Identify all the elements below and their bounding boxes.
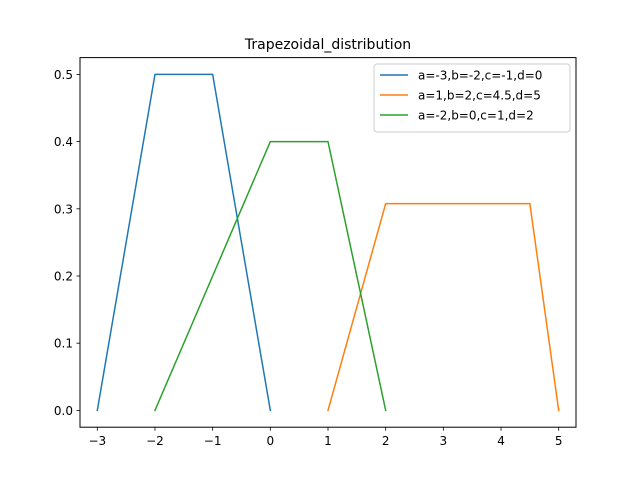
y-tick-label: 0.0 (54, 404, 73, 418)
legend-label-1: a=1,b=2,c=4.5,d=5 (418, 89, 541, 103)
series-layer (96, 73, 560, 412)
chart-title: Trapezoidal_distribution (244, 37, 411, 53)
legend-box (373, 63, 571, 133)
y-tick-label: 0.5 (54, 68, 73, 82)
y-tick-label: 0.4 (54, 135, 73, 149)
x-tick-label: −3 (88, 434, 106, 448)
series-line-0 (96, 73, 272, 412)
x-tick-label: 2 (382, 434, 390, 448)
x-tick-label: 1 (324, 434, 332, 448)
y-axis: 0.0 0.1 0.2 0.3 0.4 0.5 (54, 68, 80, 418)
legend-label-2: a=-2,b=0,c=1,d=2 (418, 109, 534, 123)
x-tick-label: 0 (267, 434, 275, 448)
x-axis: −3 −2 −1 0 1 2 3 4 5 (88, 427, 563, 448)
y-tick-label: 0.1 (54, 337, 73, 351)
legend: a=-3,b=-2,c=-1,d=0 a=1,b=2,c=4.5,d=5 a=-2,… (373, 63, 571, 133)
x-tick-label: 5 (555, 434, 563, 448)
series-line-1 (327, 202, 560, 412)
x-tick-label: −1 (204, 434, 222, 448)
y-tick-label: 0.2 (54, 270, 73, 284)
series-line-2 (153, 140, 387, 412)
legend-label-0: a=-3,b=-2,c=-1,d=0 (418, 69, 542, 83)
y-tick-label: 0.3 (54, 202, 73, 216)
x-tick-label: −2 (146, 434, 164, 448)
x-tick-label: 3 (440, 434, 448, 448)
x-tick-label: 4 (497, 434, 505, 448)
